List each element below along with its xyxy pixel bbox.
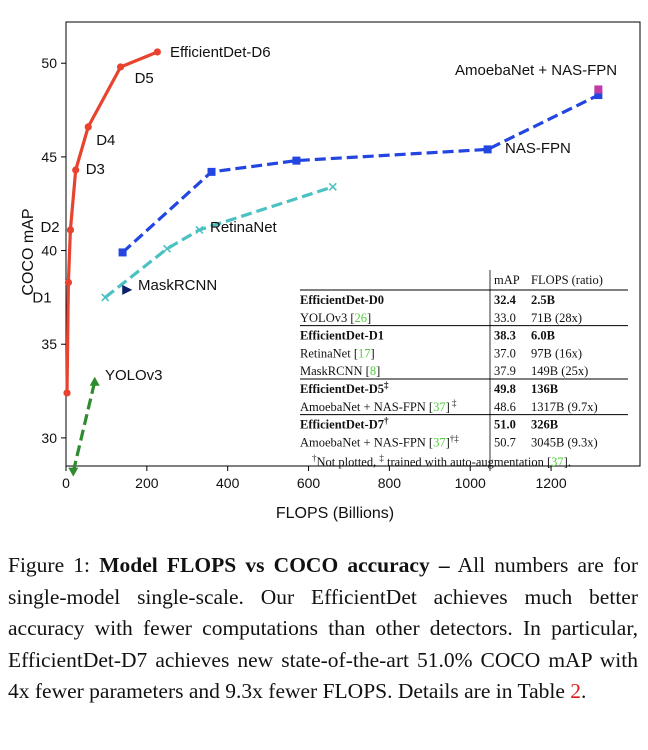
table-row-flops: 1317B (9.7x) xyxy=(531,400,598,414)
y-tick-label: 35 xyxy=(41,336,57,352)
data-point-efficientdet-d6 xyxy=(116,63,125,71)
series-label-yolov3: YOLOv3 xyxy=(105,367,163,384)
table-row-map: 32.4 xyxy=(494,293,517,307)
x-tick-label: 0 xyxy=(62,475,70,491)
caption-title: Model FLOPS vs COCO accuracy – xyxy=(99,553,450,577)
series-label-efficientdet-d6: EfficientDet-D6 xyxy=(170,44,271,61)
data-point-retinanet xyxy=(101,293,110,302)
x-tick-label: 200 xyxy=(135,475,159,491)
series-line-amoebanet-nas-fpn xyxy=(121,93,600,254)
table-row-map: 37.0 xyxy=(494,346,516,360)
table-row-map: 48.6 xyxy=(494,400,516,414)
data-point-retinanet xyxy=(162,244,172,253)
data-point-retinanet xyxy=(195,225,204,235)
data-point-efficientdet-d6 xyxy=(72,166,80,174)
table-row-flops: 136B xyxy=(531,382,558,396)
table-row-flops: 149B (25x) xyxy=(531,364,588,378)
x-tick-label: 600 xyxy=(297,475,321,491)
data-point-amoebanet-nas-fpn xyxy=(292,156,301,165)
x-axis-label: FLOPS (Billions) xyxy=(276,505,394,522)
series-label-maskrcnn: MaskRCNN xyxy=(138,277,217,294)
table-row-flops: 97B (16x) xyxy=(531,346,582,360)
series-line-efficientdet-d6 xyxy=(65,50,159,393)
table-footnote: †Not plotted, ‡ trained with auto-augmen… xyxy=(312,453,571,469)
data-point-amoebanet-nas-fpn xyxy=(594,91,603,100)
data-point-efficientdet-d6 xyxy=(64,278,73,287)
data-point-amoebanet-nas-fpn xyxy=(483,145,492,154)
y-tick-label: 45 xyxy=(41,149,57,165)
point-label-efficientdet-d6: D5 xyxy=(135,70,154,87)
plot-frame xyxy=(65,21,641,467)
table-row-flops: 71B (28x) xyxy=(531,311,582,325)
table-row-model: MaskRCNN [8] xyxy=(300,364,380,378)
x-tick-label: 400 xyxy=(216,475,240,491)
data-point-efficientdet-d6 xyxy=(84,123,92,131)
data-point-yolov3 xyxy=(89,376,100,386)
table-row-model: EfficientDet-D1 xyxy=(300,329,384,343)
table-row-map: 33.0 xyxy=(494,311,516,325)
data-point-efficientdet-d6 xyxy=(63,389,71,397)
point-label-efficientdet-d6: D2 xyxy=(40,219,59,236)
series-label-amoebanet-nas-fpn: AmoebaNet + NAS-FPN xyxy=(455,62,617,79)
table-header-flops: FLOPS (ratio) xyxy=(531,273,603,287)
summary-table: mAP FLOPS (ratio) EfficientDet-D0 32.4 2.5B Y… xyxy=(300,270,628,471)
data-point-retinanet xyxy=(328,182,337,191)
table-row-model: AmoebaNet + NAS-FPN [37]†‡ xyxy=(300,433,459,449)
data-point-efficientdet-d6 xyxy=(153,48,161,56)
x-tick-label: 800 xyxy=(378,475,402,491)
table-row-flops: 3045B (9.3x) xyxy=(531,435,598,449)
table-row-model: EfficientDet-D5‡ xyxy=(300,380,389,396)
table-row-model: EfficientDet-D0 xyxy=(300,293,384,307)
table-row-model: YOLOv3 [26] xyxy=(300,311,371,325)
caption-table-ref[interactable]: 2 xyxy=(570,679,582,703)
series-label-nas-fpn: NAS-FPN xyxy=(505,140,571,157)
caption-end: . xyxy=(581,679,587,703)
table-row-map: 37.9 xyxy=(494,364,516,378)
y-axis-label: COCO mAP xyxy=(20,208,37,295)
y-tick-label: 40 xyxy=(41,243,57,259)
table-header-map: mAP xyxy=(494,273,520,287)
chart: 0 200 400 600 800 1000 1200 30 35 40 45 50 FLOPS (Bi… xyxy=(20,21,641,522)
table-row-model: AmoebaNet + NAS-FPN [37] ‡ xyxy=(300,398,457,414)
y-tick-label: 50 xyxy=(41,55,57,71)
data-point-amoebanet-nas-fpn xyxy=(118,248,127,257)
data-point-yolov3 xyxy=(68,467,79,477)
x-tick-label: 1200 xyxy=(535,475,566,491)
table-row-map: 50.7 xyxy=(494,435,516,449)
x-tick-label: 1000 xyxy=(455,475,486,491)
table-row-model: RetinaNet [17] xyxy=(300,346,375,360)
point-label-efficientdet-d6: D4 xyxy=(96,132,115,149)
series-label-retinanet: RetinaNet xyxy=(210,219,278,236)
point-label-efficientdet-d6: D1 xyxy=(32,289,51,306)
table-row-map: 51.0 xyxy=(494,418,516,432)
table-row-map: 49.8 xyxy=(494,382,516,396)
data-point-maskrcnn xyxy=(122,284,133,295)
point-label-efficientdet-d6: D3 xyxy=(86,161,105,178)
plot-layer: 0 200 400 600 800 1000 1200 30 35 40 45 50 FLOPS (Bi… xyxy=(20,21,641,522)
caption-label: Figure 1: xyxy=(8,553,91,577)
table-row-flops: 326B xyxy=(531,418,558,432)
extra-data-point xyxy=(594,85,603,94)
y-tick-label: 30 xyxy=(41,430,57,446)
table-row-model: EfficientDet-D7† xyxy=(300,416,389,432)
data-point-amoebanet-nas-fpn xyxy=(207,167,216,176)
table-row-flops: 2.5B xyxy=(531,293,555,307)
table-row-map: 38.3 xyxy=(494,329,516,343)
series-line-retinanet xyxy=(104,185,334,299)
series-line-yolov3 xyxy=(71,381,97,472)
caption-body: All numbers are for single-model single-… xyxy=(8,553,638,703)
table-row-flops: 6.0B xyxy=(531,329,555,343)
figure-caption: Figure 1: Model FLOPS vs COCO accuracy –… xyxy=(8,550,638,708)
data-point-efficientdet-d6 xyxy=(66,226,75,234)
